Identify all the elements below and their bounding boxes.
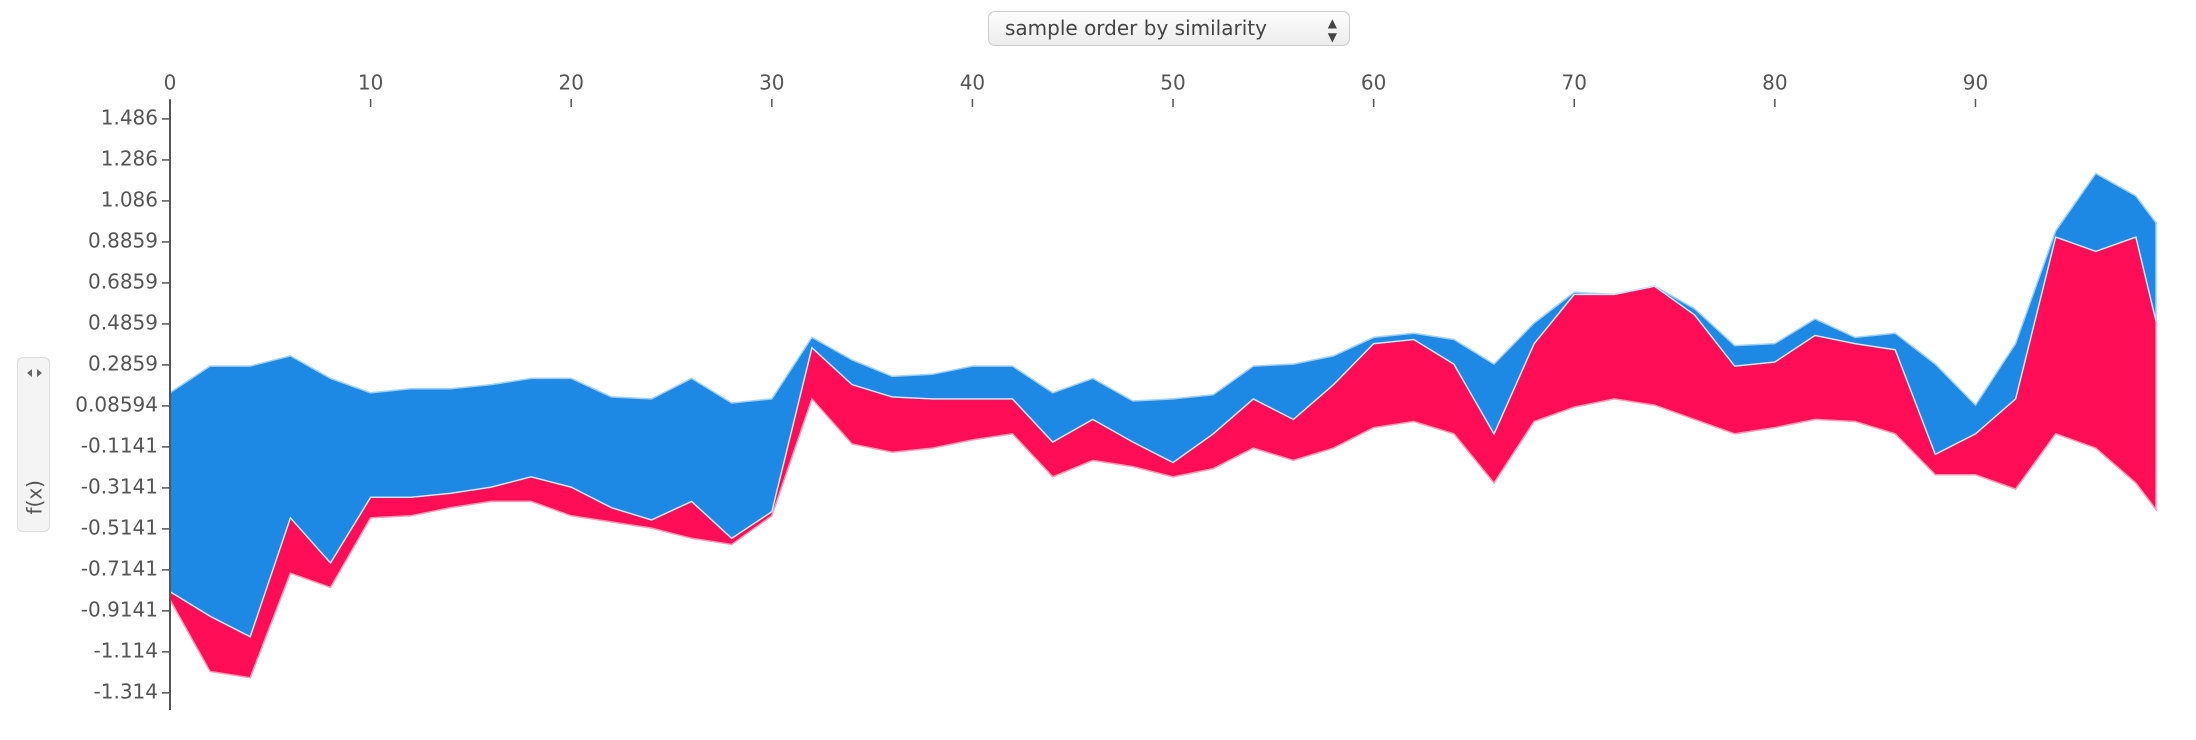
y-tick-label: -0.5141	[81, 515, 158, 539]
select-arrows: ▲ ▼	[1327, 16, 1337, 44]
y-tick-label: 0.8859	[88, 228, 158, 252]
y-tick-label: 1.486	[101, 105, 158, 129]
y-tick-label: 0.6859	[88, 269, 158, 293]
y-tick-label: 0.4859	[88, 310, 158, 334]
order-select[interactable]: sample order by similarity ▲ ▼	[988, 11, 1350, 46]
y-tick-label: 1.286	[101, 146, 158, 170]
x-tick-label: 10	[358, 71, 383, 95]
y-tick-label: -1.114	[94, 638, 158, 662]
arrows-icon	[27, 369, 42, 377]
x-tick-label: 40	[960, 71, 985, 95]
x-tick-label: 60	[1361, 71, 1386, 95]
output-line	[169, 236, 2157, 638]
x-tick-label: 20	[558, 71, 583, 95]
y-tick-label: -0.9141	[81, 597, 158, 621]
y-tick-label: -0.3141	[81, 474, 158, 498]
x-tick-label: 90	[1963, 71, 1988, 95]
y-tick-label: 0.08594	[75, 392, 158, 416]
x-tick-label: 50	[1160, 71, 1185, 95]
y-tick-label: -0.7141	[81, 556, 158, 580]
x-tick-label: 0	[164, 71, 177, 95]
x-tick-label: 80	[1762, 71, 1787, 95]
y-axis-label: f(x)	[22, 480, 47, 515]
x-tick-label: 30	[759, 71, 784, 95]
y-tick-label: -1.314	[94, 679, 158, 703]
y-axis-select[interactable]: f(x)	[17, 357, 50, 532]
x-tick-label: 70	[1562, 71, 1587, 95]
order-select-label: sample order by similarity	[1005, 16, 1267, 40]
y-tick-label: 0.2859	[88, 351, 158, 375]
y-tick-label: -0.1141	[81, 433, 158, 457]
y-tick-label: 1.086	[101, 187, 158, 211]
